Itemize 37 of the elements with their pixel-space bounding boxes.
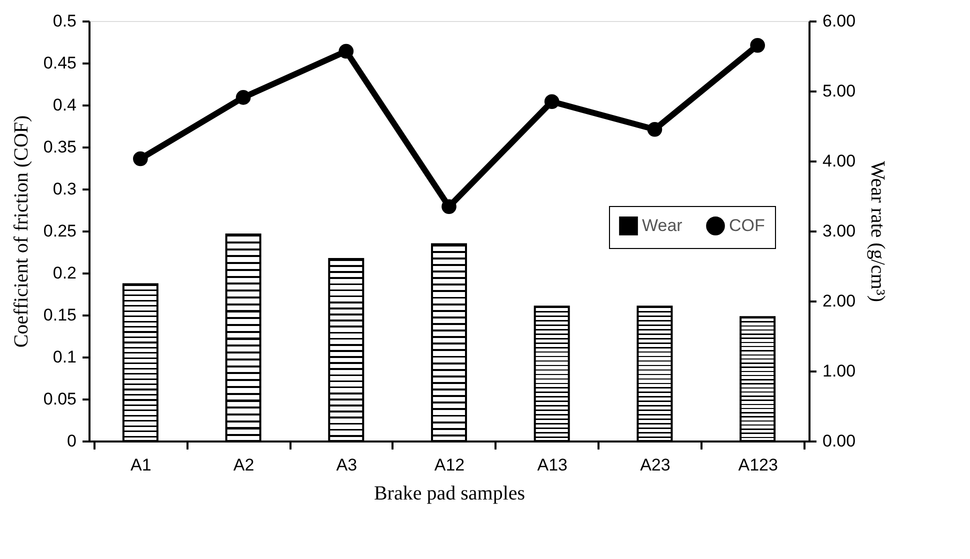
y-tick-label: 0.45 — [43, 54, 76, 72]
x-tick-label: A2 — [233, 456, 254, 474]
y-tick-label: 0.35 — [43, 138, 76, 156]
x-tick-label: A13 — [537, 456, 568, 474]
x-tick-label: A1 — [130, 456, 152, 474]
y-tick-label: 0.25 — [43, 222, 76, 240]
y-tick-label: 0.4 — [52, 96, 76, 114]
y-tick-label: 0.5 — [52, 12, 76, 30]
y2-tick-label: 1.00 — [822, 362, 856, 380]
y-tick-label: 0.05 — [43, 390, 76, 408]
point — [133, 151, 148, 166]
point — [442, 199, 456, 214]
y2-axis-title: Wear rate (g/cm³) — [866, 161, 889, 302]
y2-tick-label: 3.00 — [822, 222, 856, 240]
point — [647, 122, 662, 137]
y2-tick-label: 6.00 — [822, 12, 856, 30]
x-tick-label: A23 — [640, 456, 670, 474]
y2-tick-label: 4.00 — [822, 152, 856, 170]
point — [544, 94, 560, 110]
y-tick-label: 0.15 — [43, 306, 76, 324]
legend-label: Wear — [642, 216, 683, 235]
x-tick-label: A123 — [738, 456, 778, 474]
point — [236, 90, 251, 105]
y2-tick-label: 2.00 — [822, 292, 856, 310]
y-tick-label: 0 — [67, 432, 76, 450]
y-tick-label: 0.1 — [52, 348, 76, 366]
x-tick-label: A12 — [434, 456, 465, 474]
y-tick-label: 0.2 — [52, 264, 76, 282]
legend-label: COF — [729, 216, 765, 235]
y-axis-title: Coefficient of friction (COF) — [10, 115, 32, 348]
y-tick-label: 0.3 — [52, 180, 76, 198]
x-tick-label: A3 — [336, 456, 358, 474]
y2-tick-label: 5.00 — [822, 82, 856, 100]
point — [338, 44, 354, 59]
x-axis-title: Brake pad samples — [374, 482, 526, 504]
y2-tick-label: 0.00 — [822, 432, 856, 450]
point — [750, 38, 765, 53]
